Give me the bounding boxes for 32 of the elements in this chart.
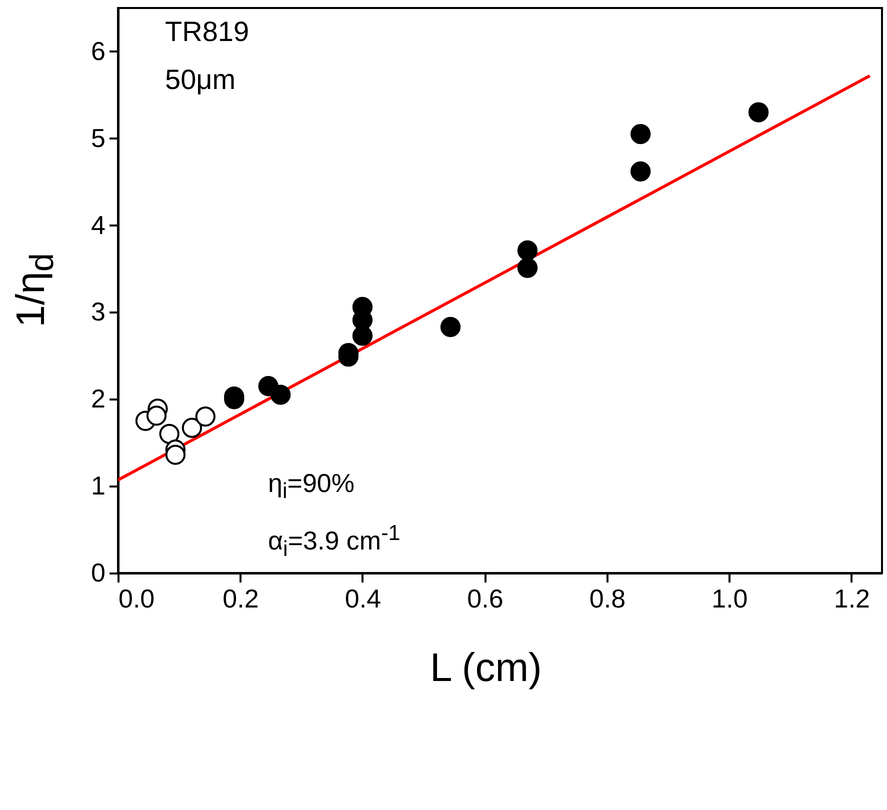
y-tick-label: 3: [91, 296, 106, 327]
x-tick-label: 0.2: [222, 584, 259, 614]
point: [270, 384, 291, 405]
point: [182, 418, 202, 438]
x-tick-label: 0.4: [344, 584, 382, 614]
point: [352, 326, 373, 346]
point: [630, 161, 651, 182]
point: [146, 406, 167, 426]
x-tick-label: 0.0: [118, 584, 155, 614]
y-tick-label: 4: [91, 210, 106, 240]
x-tick-label: 1.2: [834, 584, 870, 614]
y-tick-label: 2: [91, 384, 106, 414]
point: [630, 124, 651, 144]
x-tick-label: 1.0: [712, 584, 748, 614]
point: [748, 102, 769, 122]
y-tick-label: 1: [91, 470, 106, 501]
point: [440, 316, 461, 338]
point: [165, 444, 186, 465]
y-tick-label: 5: [91, 122, 106, 153]
annotation: 50μm: [165, 64, 236, 95]
annotation: η$_{i}$=90%: [268, 468, 355, 504]
point: [517, 240, 538, 261]
point: [159, 424, 180, 444]
annotation: α$_{i}$=3.9 cm$^{-1}$: [268, 520, 400, 561]
y-tick-label: 6: [91, 36, 106, 66]
y-tick-label: 0: [91, 558, 106, 588]
x-axis-title: L (cm): [430, 646, 542, 690]
point: [195, 406, 216, 427]
point: [517, 258, 538, 278]
x-tick-label: 0.8: [589, 584, 626, 614]
x-tick-label: 0.6: [467, 584, 504, 614]
annotation: TR819: [165, 16, 250, 47]
